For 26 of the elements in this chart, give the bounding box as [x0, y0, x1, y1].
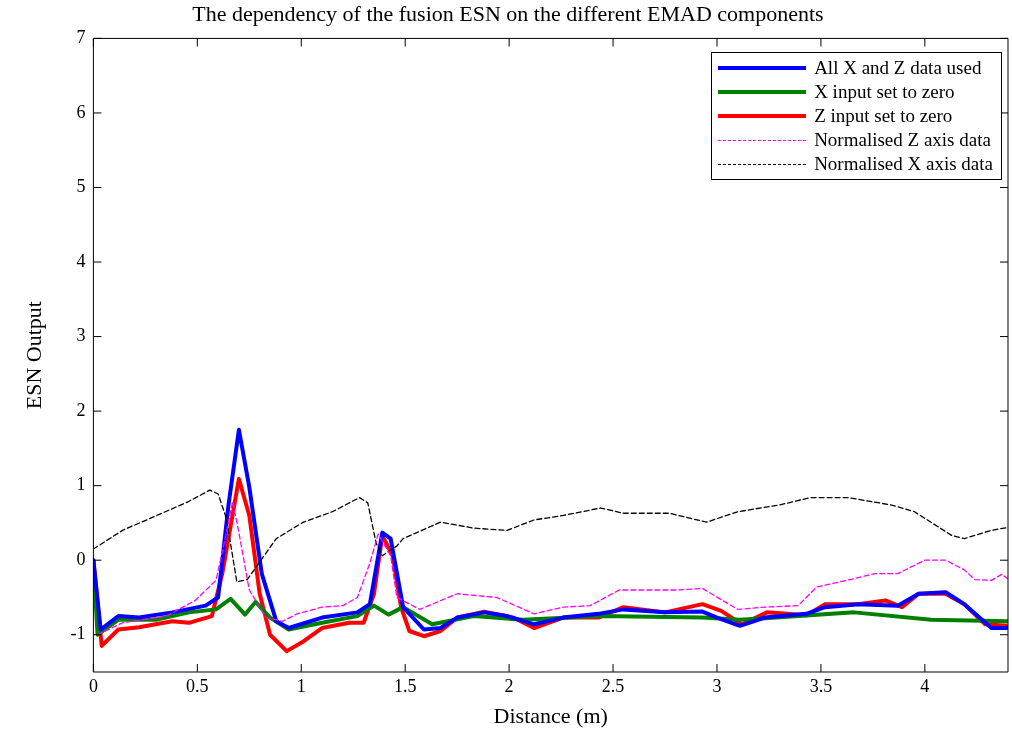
legend-label: Z input set to zero	[814, 105, 953, 127]
x-tick-label: 3.5	[809, 675, 833, 696]
legend-label: Normalised X axis data	[814, 153, 993, 175]
x-tick-label: 0.5	[186, 675, 209, 696]
y-tick-label: -1	[70, 623, 86, 644]
x-tick-label: 4	[920, 675, 930, 696]
x-axis-title: Distance (m)	[493, 702, 608, 728]
y-tick-label: 0	[76, 548, 86, 569]
legend-label: Normalised Z axis data	[814, 129, 991, 151]
y-axis-title: ESN Output	[20, 301, 46, 410]
legend-label: X input set to zero	[814, 81, 955, 103]
x-tick-label: 1.5	[393, 675, 417, 696]
y-tick-label: 2	[76, 399, 86, 420]
x-tick-label: 1	[296, 675, 306, 696]
y-tick-label: 4	[76, 250, 86, 271]
y-tick-label: 5	[76, 176, 86, 197]
y-tick-label: 1	[76, 474, 86, 495]
legend-label: All X and Z data used	[814, 57, 982, 79]
y-tick-label: 3	[76, 325, 86, 346]
x-tick-label: 2	[504, 675, 514, 696]
x-tick-label: 2.5	[601, 675, 625, 696]
y-tick-label: 6	[76, 101, 86, 122]
y-tick-label: 7	[76, 27, 86, 48]
line-series	[96, 500, 1008, 636]
chart-title: The dependency of the fusion ESN on the different EMAD components	[192, 0, 824, 26]
x-tick-label: 3	[712, 675, 722, 696]
